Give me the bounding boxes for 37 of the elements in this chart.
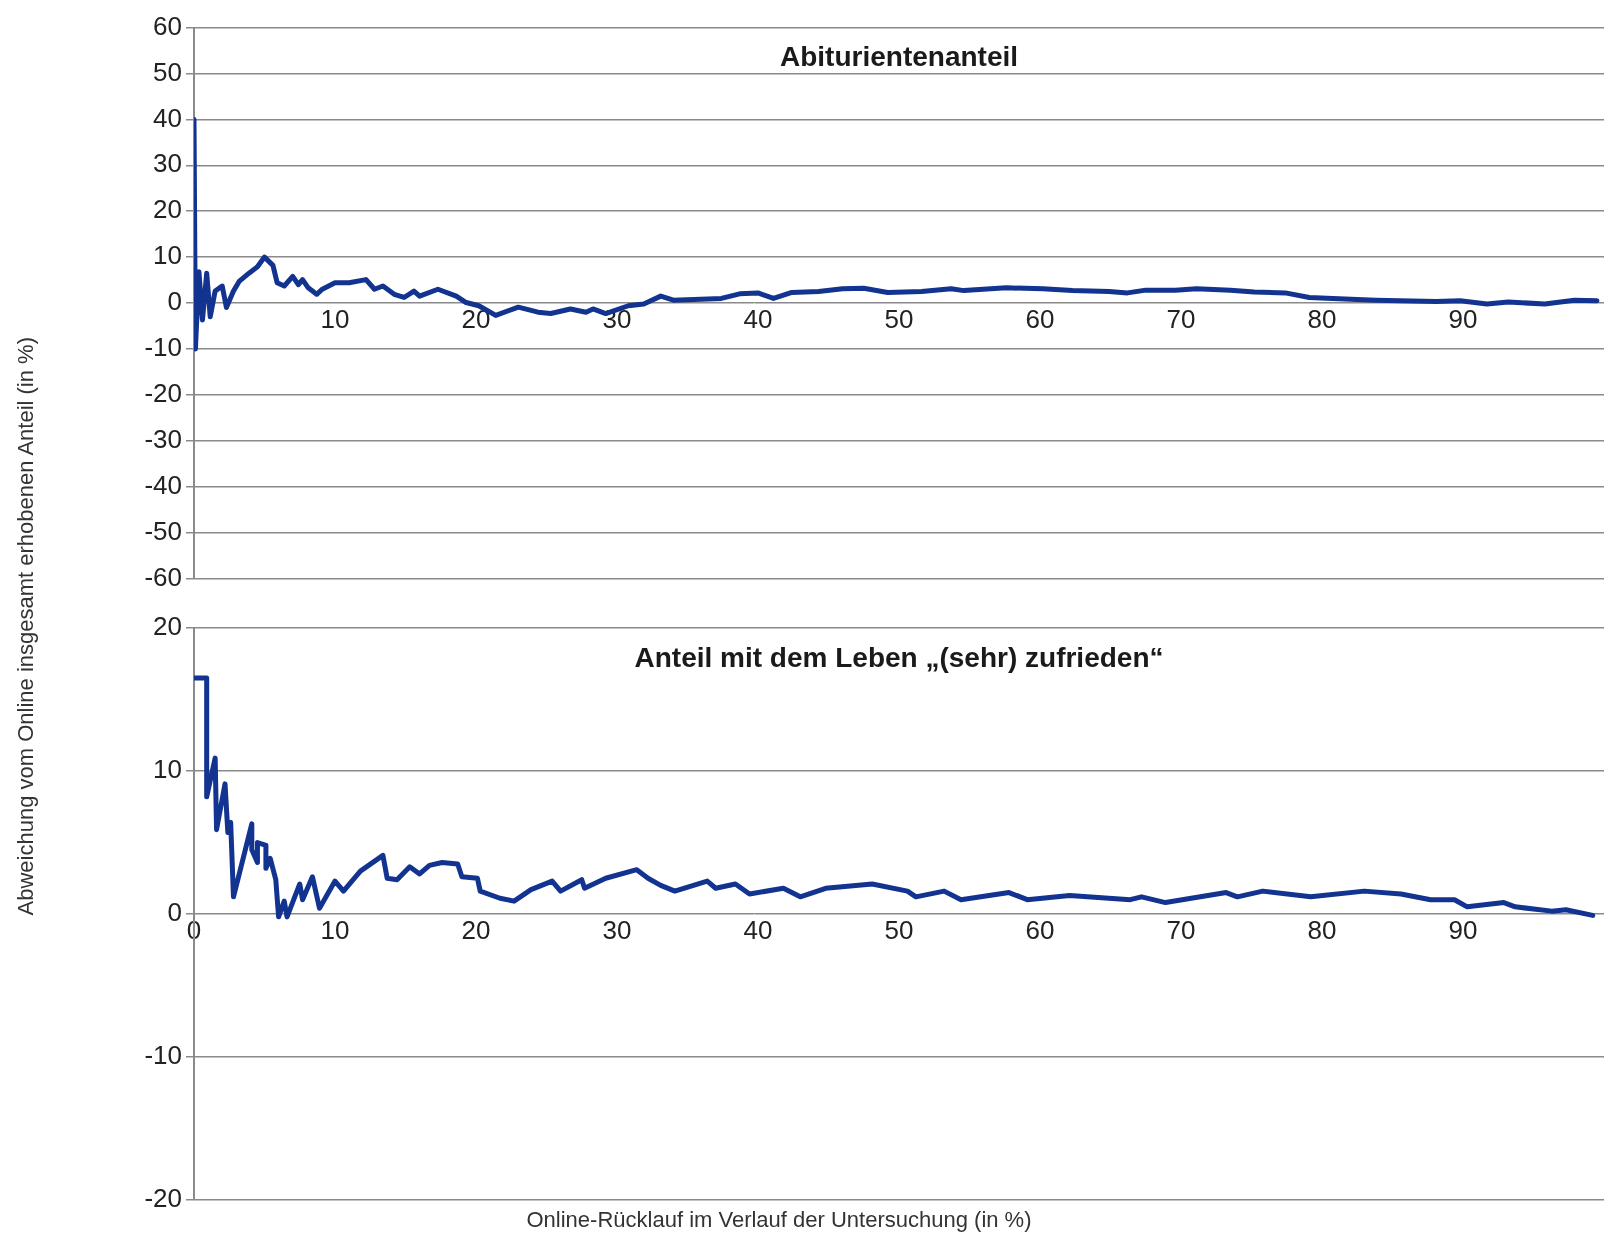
y-tick-label: 10 bbox=[153, 240, 182, 271]
y-tick-label: 30 bbox=[153, 148, 182, 179]
y-tick-label: 20 bbox=[153, 194, 182, 225]
y-tick-label: -20 bbox=[144, 377, 182, 408]
x-tick-label: 50 bbox=[884, 914, 914, 945]
y-tick-label: -30 bbox=[144, 423, 182, 454]
y-tick-label: 60 bbox=[153, 10, 182, 41]
y-tick-label: -10 bbox=[144, 332, 182, 363]
text: Anteil mit dem Leben „(sehr) zufrieden“ bbox=[634, 642, 1164, 674]
x-tick-label: 10 bbox=[320, 303, 350, 334]
x-tick-label: 60 bbox=[1025, 303, 1055, 334]
y-axis-title: Abweichung vom Online insgesamt erhobenen Anteil (in %) bbox=[13, 336, 39, 916]
x-tick-label: 70 bbox=[1166, 914, 1196, 945]
x-tick-label: 40 bbox=[743, 914, 773, 945]
x-tick-label: 90 bbox=[1448, 914, 1478, 945]
x-tick-label: 90 bbox=[1448, 303, 1478, 334]
y-tick-label: -50 bbox=[144, 515, 182, 546]
x-tick-label: 80 bbox=[1307, 303, 1337, 334]
x-tick-label: 30 bbox=[602, 914, 632, 945]
y-tick-label: 20 bbox=[153, 611, 182, 642]
y-tick-label: -10 bbox=[144, 1040, 182, 1071]
y-tick-label: -40 bbox=[144, 469, 182, 500]
x-tick-label: 60 bbox=[1025, 914, 1055, 945]
x-tick-label: 40 bbox=[743, 303, 773, 334]
text: Abiturientenanteil bbox=[779, 41, 1019, 73]
y-tick-label: -60 bbox=[144, 561, 182, 592]
x-tick-label: 20 bbox=[461, 914, 491, 945]
y-tick-label: 50 bbox=[153, 56, 182, 87]
x-tick-label: 50 bbox=[884, 303, 914, 334]
x-axis-title: Online-Rücklauf im Verlauf der Untersuchung (in %) bbox=[526, 1207, 1032, 1233]
y-tick-label: 40 bbox=[153, 102, 182, 133]
y-tick-label: 10 bbox=[153, 754, 182, 785]
x-tick-label: 10 bbox=[320, 914, 350, 945]
y-tick-label: -20 bbox=[144, 1183, 182, 1214]
x-tick-label: 80 bbox=[1307, 914, 1337, 945]
x-tick-label: 70 bbox=[1166, 303, 1196, 334]
x-tick-label: 20 bbox=[461, 303, 491, 334]
